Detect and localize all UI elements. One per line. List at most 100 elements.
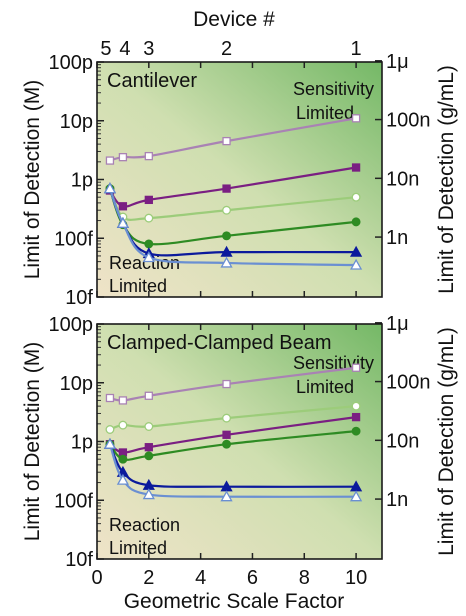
data-point-square: [351, 412, 361, 422]
data-point-circle: [144, 213, 154, 223]
x-tick-label: 10: [345, 567, 367, 589]
data-point-circle: [144, 239, 154, 249]
plot-frame: [96, 323, 383, 560]
y2-tick-label: 10n: [386, 430, 419, 452]
annotation-reaction-limited: Reaction: [109, 515, 180, 535]
top-tick-label: 4: [119, 38, 130, 60]
y2-axis-title: Limit of Detection (g/mL): [435, 65, 458, 294]
x-tick-label: 0: [91, 567, 102, 589]
data-point-square: [222, 430, 231, 439]
y-tick-label: 100f: [54, 228, 93, 250]
y2-tick-label: 100n: [386, 110, 431, 132]
data-point-circle: [144, 451, 154, 461]
y-axis-title: Limit of Detection (M): [21, 80, 44, 280]
data-point-triangle: [349, 490, 363, 502]
data-point-square: [118, 153, 128, 162]
series-line-open-triangle: [108, 443, 357, 498]
annotation-sensitivity-limited-line2: Limited: [296, 377, 354, 397]
annotation-reaction-limited-line2: Limited: [109, 538, 167, 558]
data-point-triangle: [103, 437, 117, 449]
y-tick-label: 1p: [71, 170, 93, 192]
y-tick-label: 1p: [71, 432, 93, 454]
series-line-open-triangle: [108, 188, 357, 267]
y2-tick-label: 1n: [386, 489, 408, 511]
annotation-reaction-limited: Reaction: [109, 253, 180, 273]
top-axis-title: Device #: [193, 8, 275, 31]
y-tick-label: 100f: [54, 490, 93, 512]
data-point-square: [222, 379, 231, 389]
y-tick-label: 10p: [60, 373, 93, 395]
data-point-square: [144, 443, 153, 452]
y-tick-label: 100p: [49, 314, 94, 336]
data-point-circle: [222, 205, 231, 215]
data-point-circle: [351, 217, 361, 227]
data-point-triangle: [220, 245, 233, 257]
y-tick-label: 10p: [60, 111, 93, 133]
top-tick-label: 2: [221, 38, 232, 60]
data-point-square: [105, 156, 115, 165]
data-point-circle: [222, 231, 231, 241]
x-tick-label: 4: [195, 567, 206, 589]
data-point-circle: [222, 413, 231, 423]
data-point-square: [351, 363, 361, 372]
y-axis-title: Limit of Detection (M): [21, 342, 44, 542]
top-tick-label: 3: [143, 38, 154, 60]
data-point-triangle: [142, 488, 155, 500]
x-axis-ticks: 0 2 4 6 8 10: [91, 567, 367, 589]
data-point-triangle: [220, 256, 233, 268]
x-tick-label: 2: [143, 567, 154, 589]
annotation-sensitivity-limited-line2: Limited: [296, 103, 354, 123]
data-point-circle: [118, 420, 128, 430]
data-point-square: [222, 136, 231, 146]
data-point-square: [105, 393, 115, 403]
data-point-triangle: [116, 216, 130, 228]
x-tick-label: 8: [299, 567, 310, 589]
data-point-triangle: [349, 245, 363, 257]
data-point-circle: [118, 454, 128, 464]
data-point-square: [144, 391, 153, 400]
data-point-square: [222, 184, 231, 193]
series-line-filled-triangle: [108, 443, 357, 488]
top-tick-label: 1: [351, 38, 362, 60]
series-line-open-circle: [108, 188, 357, 221]
y-tick-label: 100p: [49, 52, 94, 74]
data-point-square: [351, 163, 361, 172]
y-tick-label: 10f: [65, 549, 93, 571]
y2-tick-label: 10n: [386, 168, 419, 190]
annotation-sensitivity-limited: Sensitivity: [293, 79, 374, 99]
y2-axis-title: Limit of Detection (g/mL): [435, 327, 458, 556]
panel-cantilever: 10f 100f 1p 10p 100p 1n 10n 100n 1μ Limit of Dete…: [21, 51, 458, 309]
data-point-square: [118, 202, 128, 211]
data-point-square: [351, 114, 361, 123]
data-point-circle: [105, 425, 115, 434]
y2-tick-label: 1μ: [386, 51, 409, 73]
data-point-circle: [351, 426, 361, 436]
annotation-reaction-limited-line2: Limited: [109, 276, 167, 296]
y2-tick-label: 1μ: [386, 313, 409, 335]
data-point-triangle: [220, 490, 233, 502]
data-point-triangle: [142, 251, 155, 263]
data-point-square: [144, 195, 153, 205]
data-point-circle: [144, 422, 154, 431]
y2-tick-label: 1n: [386, 227, 408, 249]
data-point-square: [144, 151, 153, 161]
panel-title: Clamped-Clamped Beam: [107, 332, 332, 354]
data-point-circle: [222, 439, 231, 449]
y-tick-label: 10f: [65, 287, 93, 309]
panel-clamped-beam: 10f 100f 1p 10p 100p 1n 10n 100n 1μ Limit of Dete…: [21, 313, 458, 571]
data-point-circle: [351, 192, 361, 202]
data-point-square: [118, 396, 128, 405]
data-point-triangle: [103, 182, 117, 194]
plot-background: [97, 324, 382, 559]
x-axis-title: Geometric Scale Factor: [124, 590, 345, 613]
data-point-triangle: [349, 258, 363, 270]
plot-frame: [96, 61, 383, 298]
top-tick-label: 5: [100, 38, 111, 60]
x-tick-label: 6: [247, 567, 258, 589]
y2-tick-label: 100n: [386, 372, 431, 394]
panel-title: Cantilever: [107, 70, 197, 92]
data-point-circle: [351, 401, 361, 411]
data-point-triangle: [116, 473, 130, 485]
